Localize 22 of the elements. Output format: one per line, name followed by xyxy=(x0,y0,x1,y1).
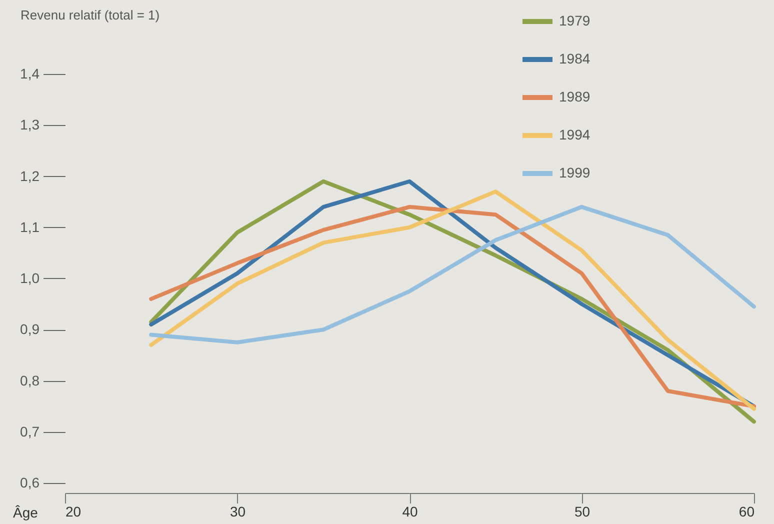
y-tick-label: 1,3 xyxy=(20,116,40,133)
x-tick-label: 50 xyxy=(574,504,590,520)
x-axis-title: Âge xyxy=(13,504,38,520)
y-tick-label: 1,1 xyxy=(20,218,40,235)
x-tick-label: 30 xyxy=(230,504,246,520)
x-tick-label: 20 xyxy=(66,504,82,520)
y-tick-label: 1,2 xyxy=(20,168,40,184)
legend-label: 1994 xyxy=(559,126,590,142)
x-tick-label: 60 xyxy=(738,504,755,520)
y-tick-label: 0,9 xyxy=(20,321,40,338)
y-tick-label: 0,8 xyxy=(20,372,40,388)
legend-label: 1984 xyxy=(559,50,590,66)
legend-label: 1999 xyxy=(559,164,590,180)
legend-label: 1979 xyxy=(559,12,590,28)
y-tick-label: 1,4 xyxy=(20,66,40,82)
y-tick-label: 0,6 xyxy=(20,474,40,490)
line-series xyxy=(149,204,756,344)
x-tick-label: 40 xyxy=(402,504,418,520)
y-tick-label: 0,7 xyxy=(20,423,40,440)
y-axis-title: Revenu relatif (total = 1) xyxy=(20,8,160,22)
legend-label: 1989 xyxy=(559,88,590,104)
y-tick-label: 1,0 xyxy=(20,270,40,286)
